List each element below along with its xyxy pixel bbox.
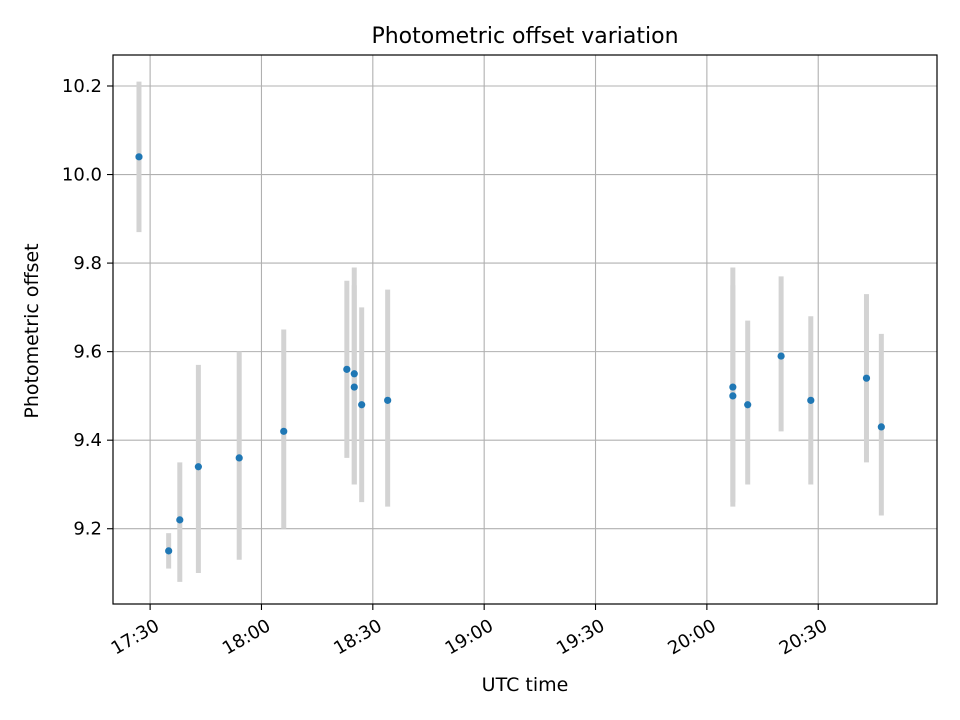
y-tick-label: 10.0 <box>62 165 102 186</box>
data-point <box>280 427 288 435</box>
chart-title: Photometric offset variation <box>371 24 678 49</box>
y-axis-ticks: 9.2 9.4 9.6 9.8 10.0 10.2 <box>62 76 113 540</box>
data-point <box>343 365 351 373</box>
data-point <box>729 383 737 391</box>
y-tick-label: 9.2 <box>73 519 102 540</box>
data-point <box>358 401 366 409</box>
data-point <box>777 352 785 360</box>
y-tick-label: 10.2 <box>62 76 102 97</box>
data-point <box>350 383 358 391</box>
y-tick-label: 9.8 <box>73 253 102 274</box>
data-point <box>235 454 243 462</box>
data-point <box>384 396 392 404</box>
plot-area <box>113 55 937 604</box>
data-point <box>729 392 737 400</box>
plot-frame <box>112 54 938 605</box>
data-point <box>862 374 871 382</box>
data-point <box>194 463 202 471</box>
data-point <box>877 423 885 431</box>
data-points <box>135 153 885 555</box>
y-axis-label: Photometric offset <box>21 243 43 418</box>
data-point <box>350 370 358 378</box>
data-point <box>176 516 184 524</box>
x-axis-label: UTC time <box>482 674 569 696</box>
data-point <box>744 401 752 409</box>
data-point <box>165 547 173 555</box>
data-point <box>135 153 143 161</box>
y-tick-label: 9.6 <box>73 342 102 363</box>
data-point <box>807 396 815 404</box>
y-tick-label: 9.4 <box>73 430 102 451</box>
grid-lines <box>113 55 937 604</box>
